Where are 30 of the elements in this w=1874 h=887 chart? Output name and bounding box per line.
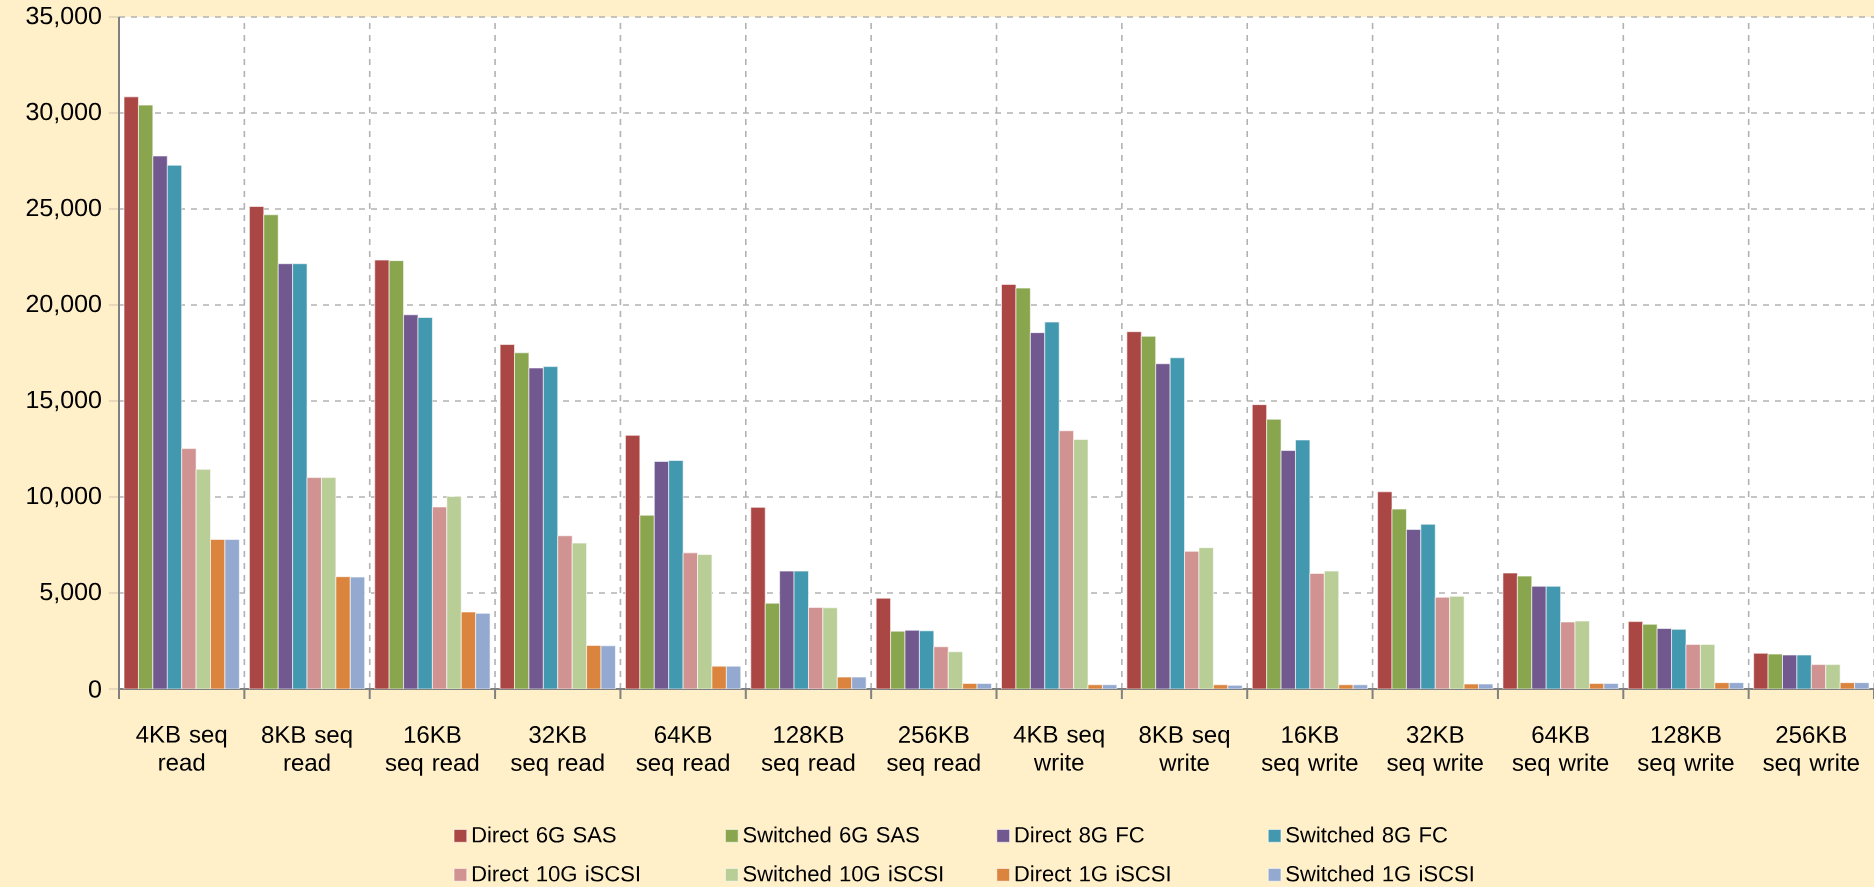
x-tick-label: 256KB seq write bbox=[1763, 726, 1859, 776]
legend-label: Direct 1G iSCSI bbox=[1015, 865, 1170, 882]
x-tick-label: 32KB seq write bbox=[1387, 726, 1483, 776]
x-tick-label: 128KB seq write bbox=[1637, 726, 1734, 776]
y-tick-label: 35,000 bbox=[26, 6, 101, 28]
x-tick-label: 64KB seq write bbox=[1512, 726, 1609, 776]
x-tick-label: 16KB seq write bbox=[1261, 726, 1358, 776]
y-tick-label: 25,000 bbox=[26, 198, 101, 220]
x-tick-label: 256KB seq read bbox=[887, 726, 980, 776]
legend-label: Switched 8G FC bbox=[1286, 826, 1448, 843]
x-tick-label: 8KB seq read bbox=[262, 726, 352, 772]
x-tick-label: 4KB seq read bbox=[136, 726, 227, 771]
legend-label: Direct 10G iSCSI bbox=[472, 865, 639, 882]
legend-label: Direct 6G SAS bbox=[472, 826, 616, 843]
legend-label: Switched 1G iSCSI bbox=[1286, 865, 1473, 882]
legend-label: Switched 6G SAS bbox=[743, 826, 919, 843]
legend-label: Direct 8G FC bbox=[1015, 826, 1144, 843]
y-tick-label: 15,000 bbox=[27, 390, 101, 412]
y-tick-label: 5,000 bbox=[40, 582, 101, 604]
x-tick-label: 16KB seq read bbox=[385, 726, 479, 776]
x-tick-label: 32KB seq read bbox=[511, 726, 604, 776]
legend-label: Switched 10G iSCSI bbox=[743, 865, 943, 882]
y-tick-label: 10,000 bbox=[27, 486, 101, 508]
x-tick-label: 128KB seq read bbox=[761, 726, 855, 776]
x-tick-label: 8KB seq write bbox=[1139, 726, 1230, 772]
x-tick-label: 64KB seq read bbox=[636, 726, 729, 776]
y-tick-label: 0 bbox=[89, 680, 101, 698]
x-tick-label: 4KB seq write bbox=[1013, 726, 1104, 771]
y-tick-label: 20,000 bbox=[26, 294, 101, 316]
y-tick-label: 30,000 bbox=[26, 102, 101, 124]
